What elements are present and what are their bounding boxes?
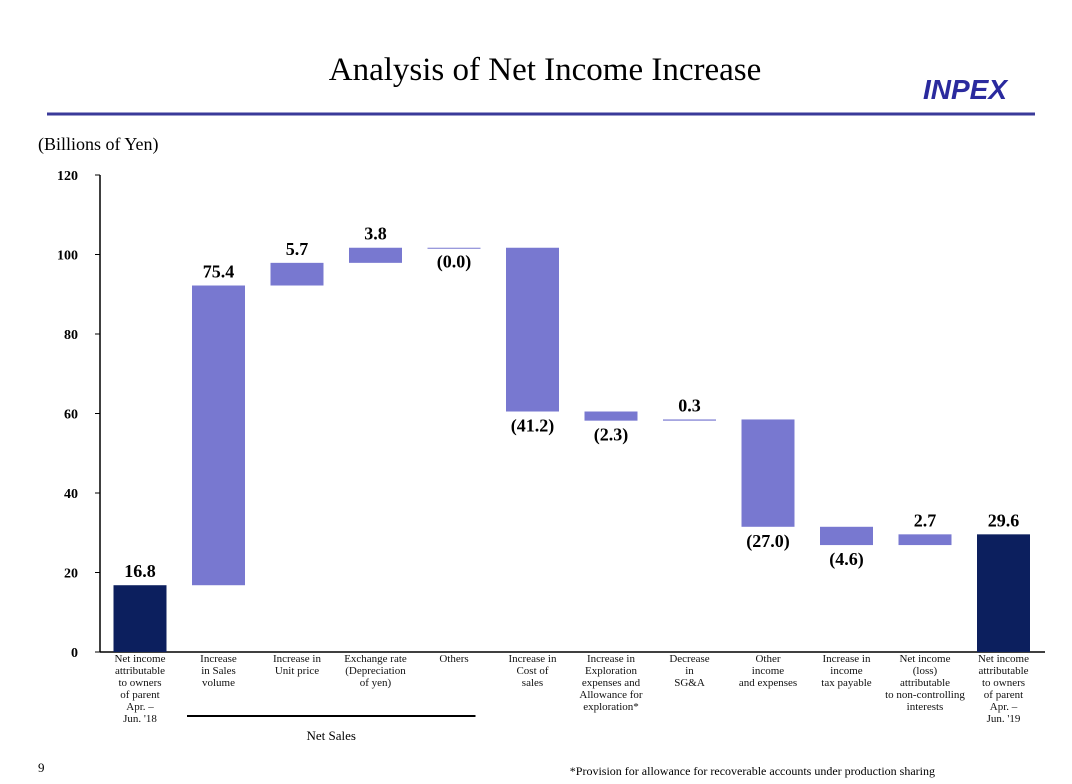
bar bbox=[427, 247, 481, 249]
title: Analysis of Net Income Increase bbox=[329, 52, 762, 88]
value-label: 16.8 bbox=[124, 561, 156, 581]
y-tick-label: 20 bbox=[64, 567, 78, 582]
x-tick-label: Net income attributable to owners of par… bbox=[977, 653, 1029, 725]
bar bbox=[506, 247, 559, 412]
x-tick-label: Increase in Exploration expenses and All… bbox=[579, 653, 643, 713]
value-label: 29.6 bbox=[988, 510, 1020, 530]
x-tick-label: Others bbox=[439, 653, 469, 665]
x-tick-label: Exchange rate (Depreciation of yen) bbox=[344, 653, 407, 689]
bar bbox=[898, 534, 952, 546]
x-tick-label: Decrease in SG&A bbox=[669, 653, 710, 689]
bar bbox=[663, 419, 716, 421]
bar bbox=[741, 419, 795, 527]
value-label: 75.4 bbox=[203, 262, 235, 282]
value-label: (4.6) bbox=[829, 549, 864, 570]
x-tick-label: Increase in income tax payable bbox=[821, 653, 872, 689]
y-axis-label: (Billions of Yen) bbox=[38, 134, 159, 155]
value-label: (0.0) bbox=[437, 252, 472, 273]
logo: INPEX bbox=[923, 74, 1009, 105]
bar bbox=[349, 247, 402, 263]
value-label: 0.3 bbox=[678, 395, 701, 415]
bar bbox=[584, 411, 638, 421]
bar bbox=[977, 534, 1030, 652]
x-tick-label: Increase in Cost of sales bbox=[508, 653, 557, 689]
x-tick-label: Net income (loss) attributable to non-co… bbox=[885, 653, 965, 713]
group-label: Net Sales bbox=[307, 728, 356, 743]
bar bbox=[270, 262, 324, 286]
x-tick-label: Other income and expenses bbox=[738, 653, 798, 689]
y-tick-label: 0 bbox=[71, 646, 78, 661]
value-label: (27.0) bbox=[746, 531, 790, 552]
bar bbox=[192, 285, 245, 586]
bar bbox=[820, 526, 873, 546]
y-tick-label: 60 bbox=[64, 408, 78, 423]
value-label: 5.7 bbox=[286, 239, 309, 259]
bar bbox=[113, 585, 167, 652]
value-label: 2.7 bbox=[914, 510, 937, 530]
x-tick-label: Net income attributable to owners of par… bbox=[114, 653, 166, 725]
page-number: 9 bbox=[38, 760, 45, 775]
y-tick-label: 80 bbox=[64, 328, 78, 343]
y-tick-label: 120 bbox=[57, 169, 78, 184]
x-tick-label: Increase in Sales volume bbox=[200, 653, 237, 689]
footnote: *Provision for allowance for recoverable… bbox=[570, 764, 935, 778]
value-label: 3.8 bbox=[364, 224, 387, 244]
x-tick-label: Increase in Unit price bbox=[273, 653, 321, 677]
value-label: (2.3) bbox=[594, 425, 629, 446]
y-tick-label: 100 bbox=[57, 249, 78, 264]
value-label: (41.2) bbox=[511, 416, 555, 437]
y-tick-label: 40 bbox=[64, 487, 78, 502]
